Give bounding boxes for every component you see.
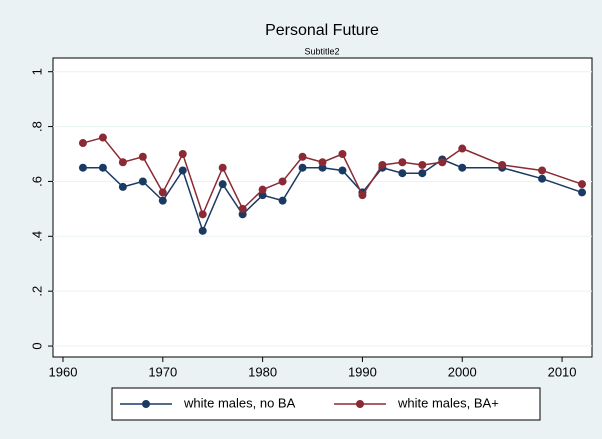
data-point <box>198 226 207 235</box>
legend-label: white males, no BA <box>183 395 296 410</box>
data-point <box>98 163 107 172</box>
data-point <box>538 166 547 175</box>
legend-marker <box>356 400 364 408</box>
data-point <box>278 196 287 205</box>
data-point <box>258 185 267 194</box>
data-point <box>438 158 447 167</box>
legend <box>111 387 541 421</box>
data-point <box>118 182 127 191</box>
data-point <box>538 174 547 183</box>
data-point <box>118 158 127 167</box>
data-point <box>338 166 347 175</box>
chart-subtitle: Subtitle2 <box>304 46 339 56</box>
data-point <box>158 188 167 197</box>
y-tick-label: .6 <box>29 176 44 187</box>
data-point <box>78 163 87 172</box>
data-point <box>278 177 287 186</box>
data-point <box>338 150 347 159</box>
data-point <box>418 169 427 178</box>
x-tick-label: 1980 <box>248 364 277 379</box>
x-tick-label: 2010 <box>548 364 577 379</box>
data-point <box>178 150 187 159</box>
data-point <box>178 166 187 175</box>
data-point <box>498 160 507 169</box>
legend-marker <box>142 400 150 408</box>
data-point <box>318 163 327 172</box>
y-tick-label: 0 <box>29 342 44 349</box>
data-point <box>458 163 467 172</box>
data-point <box>218 180 227 189</box>
data-point <box>98 133 107 142</box>
x-tick-label: 1990 <box>348 364 377 379</box>
y-tick-label: 1 <box>29 68 44 75</box>
x-tick-label: 1960 <box>49 364 78 379</box>
y-tick-label: .2 <box>29 286 44 297</box>
y-tick-label: .4 <box>29 231 44 242</box>
data-point <box>458 144 467 153</box>
data-point <box>378 160 387 169</box>
data-point <box>218 163 227 172</box>
data-point <box>358 191 367 200</box>
data-point <box>398 158 407 167</box>
data-point <box>418 160 427 169</box>
plot-area <box>52 57 593 358</box>
y-tick-label: .8 <box>29 121 44 132</box>
chart-title: Personal Future <box>265 22 379 39</box>
data-point <box>158 196 167 205</box>
data-point <box>138 177 147 186</box>
x-tick-label: 2000 <box>448 364 477 379</box>
data-point <box>578 188 587 197</box>
data-point <box>238 210 247 219</box>
data-point <box>78 139 87 148</box>
legend-label: white males, BA+ <box>397 395 499 410</box>
data-point <box>198 210 207 219</box>
data-point <box>398 169 407 178</box>
data-point <box>578 180 587 189</box>
data-point <box>298 163 307 172</box>
data-point <box>138 152 147 161</box>
data-point <box>258 191 267 200</box>
x-tick-label: 1970 <box>148 364 177 379</box>
data-point <box>238 204 247 213</box>
data-point <box>298 152 307 161</box>
data-point <box>318 158 327 167</box>
